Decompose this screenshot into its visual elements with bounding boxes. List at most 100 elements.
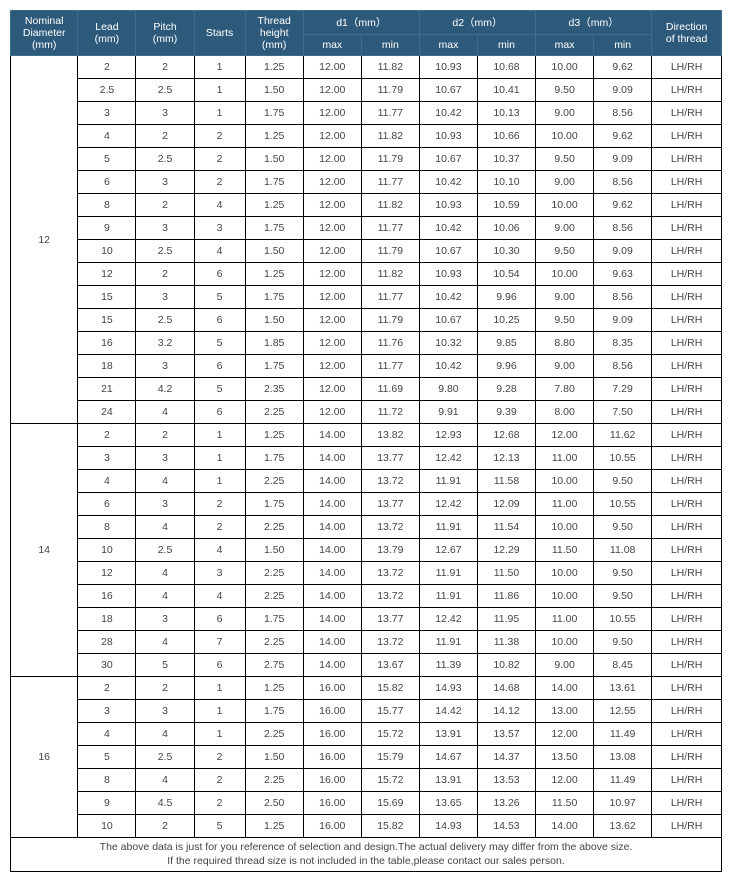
cell-starts: 4 [194,194,245,217]
cell-d3-min: 8.56 [594,171,652,194]
cell-d2-min: 14.37 [477,746,535,769]
col-thread-height: Threadheight(mm) [245,11,303,56]
cell-d1-max: 12.00 [303,263,361,286]
cell-d3-max: 9.50 [536,79,594,102]
table-row: 4412.2516.0015.7213.9113.5712.0011.49LH/… [11,723,722,746]
cell-d1-min: 15.79 [361,746,419,769]
table-row: 6321.7512.0011.7710.4210.109.008.56LH/RH [11,171,722,194]
cell-d3-min: 8.56 [594,286,652,309]
cell-d1-min: 13.79 [361,539,419,562]
cell-d3-max: 11.00 [536,447,594,470]
cell-thread-height: 1.75 [245,286,303,309]
cell-d3-max: 9.00 [536,102,594,125]
cell-d2-max: 12.42 [419,493,477,516]
cell-d3-max: 11.50 [536,792,594,815]
cell-d2-max: 14.93 [419,677,477,700]
cell-d2-max: 10.32 [419,332,477,355]
cell-direction: LH/RH [652,585,722,608]
cell-d3-min: 10.55 [594,493,652,516]
cell-pitch: 3 [136,171,194,194]
cell-d1-max: 14.00 [303,493,361,516]
cell-starts: 6 [194,608,245,631]
cell-direction: LH/RH [652,815,722,838]
cell-d1-max: 12.00 [303,332,361,355]
table-row: 18361.7512.0011.7710.429.969.008.56LH/RH [11,355,722,378]
cell-lead: 15 [78,309,136,332]
cell-d1-max: 12.00 [303,194,361,217]
cell-d1-max: 12.00 [303,240,361,263]
cell-nominal: 14 [11,424,78,677]
cell-pitch: 4.2 [136,378,194,401]
cell-thread-height: 2.25 [245,562,303,585]
cell-thread-height: 1.50 [245,539,303,562]
cell-pitch: 3 [136,700,194,723]
cell-d1-max: 16.00 [303,769,361,792]
cell-d2-min: 10.41 [477,79,535,102]
cell-d1-max: 12.00 [303,286,361,309]
cell-d1-max: 14.00 [303,562,361,585]
cell-direction: LH/RH [652,355,722,378]
table-row: 152.561.5012.0011.7910.6710.259.509.09LH… [11,309,722,332]
cell-d3-min: 9.09 [594,309,652,332]
cell-direction: LH/RH [652,562,722,585]
cell-d2-min: 9.28 [477,378,535,401]
cell-d3-min: 10.55 [594,608,652,631]
cell-thread-height: 1.25 [245,194,303,217]
cell-d2-max: 11.91 [419,631,477,654]
cell-d2-max: 11.91 [419,562,477,585]
cell-d2-min: 10.10 [477,171,535,194]
cell-direction: LH/RH [652,631,722,654]
cell-thread-height: 2.25 [245,769,303,792]
table-row: 4221.2512.0011.8210.9310.6610.009.62LH/R… [11,125,722,148]
cell-direction: LH/RH [652,723,722,746]
cell-pitch: 2 [136,125,194,148]
cell-direction: LH/RH [652,424,722,447]
cell-d3-min: 8.56 [594,355,652,378]
col-d2-max: max [419,35,477,56]
cell-d3-max: 10.00 [536,585,594,608]
cell-pitch: 2.5 [136,148,194,171]
cell-d2-min: 10.13 [477,102,535,125]
cell-d1-max: 12.00 [303,309,361,332]
cell-d3-max: 7.80 [536,378,594,401]
cell-direction: LH/RH [652,102,722,125]
cell-d3-max: 9.00 [536,171,594,194]
cell-d1-min: 13.72 [361,562,419,585]
cell-d3-min: 11.49 [594,769,652,792]
cell-d3-max: 9.00 [536,654,594,677]
cell-starts: 6 [194,355,245,378]
cell-lead: 4 [78,470,136,493]
cell-d1-min: 13.72 [361,631,419,654]
cell-d3-max: 10.00 [536,562,594,585]
cell-d3-min: 9.50 [594,585,652,608]
cell-thread-height: 1.85 [245,332,303,355]
cell-d3-min: 7.29 [594,378,652,401]
cell-direction: LH/RH [652,194,722,217]
cell-d1-min: 11.82 [361,125,419,148]
cell-lead: 8 [78,516,136,539]
cell-d3-min: 9.09 [594,240,652,263]
cell-d3-max: 9.00 [536,286,594,309]
cell-d3-max: 9.50 [536,309,594,332]
cell-d3-max: 12.00 [536,769,594,792]
cell-d1-max: 16.00 [303,700,361,723]
cell-starts: 2 [194,493,245,516]
cell-d1-min: 11.77 [361,355,419,378]
cell-d3-min: 9.09 [594,148,652,171]
cell-d3-max: 10.00 [536,194,594,217]
cell-d2-min: 14.68 [477,677,535,700]
cell-lead: 9 [78,217,136,240]
cell-starts: 1 [194,102,245,125]
thread-spec-table: NominalDiameter(mm) Lead(mm) Pitch(mm) S… [10,10,722,838]
cell-thread-height: 1.75 [245,700,303,723]
cell-lead: 4 [78,125,136,148]
cell-d1-min: 11.69 [361,378,419,401]
col-pitch: Pitch(mm) [136,11,194,56]
cell-d3-min: 13.62 [594,815,652,838]
cell-d2-max: 10.42 [419,171,477,194]
cell-lead: 30 [78,654,136,677]
cell-pitch: 2.5 [136,309,194,332]
cell-pitch: 4 [136,470,194,493]
cell-d2-min: 10.54 [477,263,535,286]
cell-d3-max: 9.50 [536,240,594,263]
